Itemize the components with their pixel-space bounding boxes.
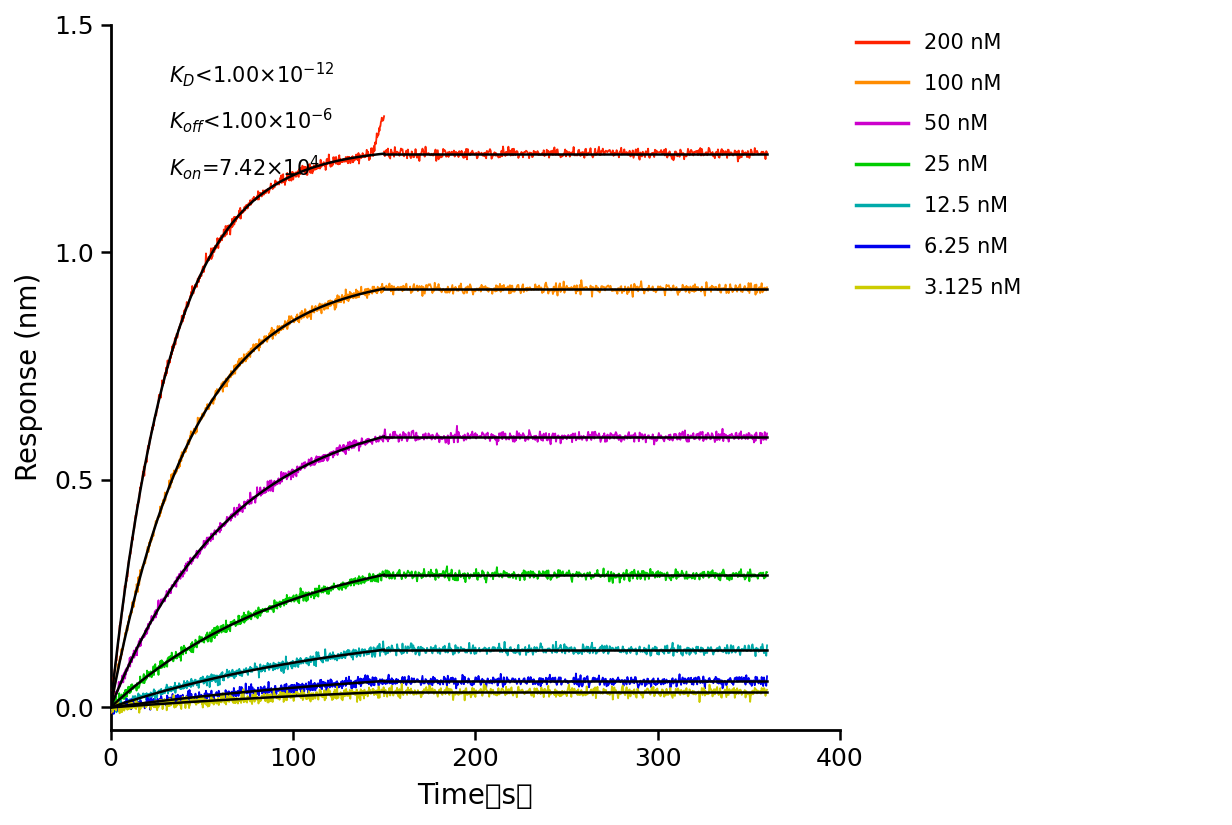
X-axis label: Time（s）: Time（s） xyxy=(418,782,533,810)
Y-axis label: Response (nm): Response (nm) xyxy=(15,273,43,482)
Text: $K_D$<1.00×10$^{-12}$
$K_{off}$<1.00×10$^{-6}$
$K_{on}$=7.42×10$^{4}$: $K_D$<1.00×10$^{-12}$ $K_{off}$<1.00×10$… xyxy=(169,59,334,182)
Legend: 200 nM, 100 nM, 50 nM, 25 nM, 12.5 nM, 6.25 nM, 3.125 nM: 200 nM, 100 nM, 50 nM, 25 nM, 12.5 nM, 6… xyxy=(848,25,1030,306)
